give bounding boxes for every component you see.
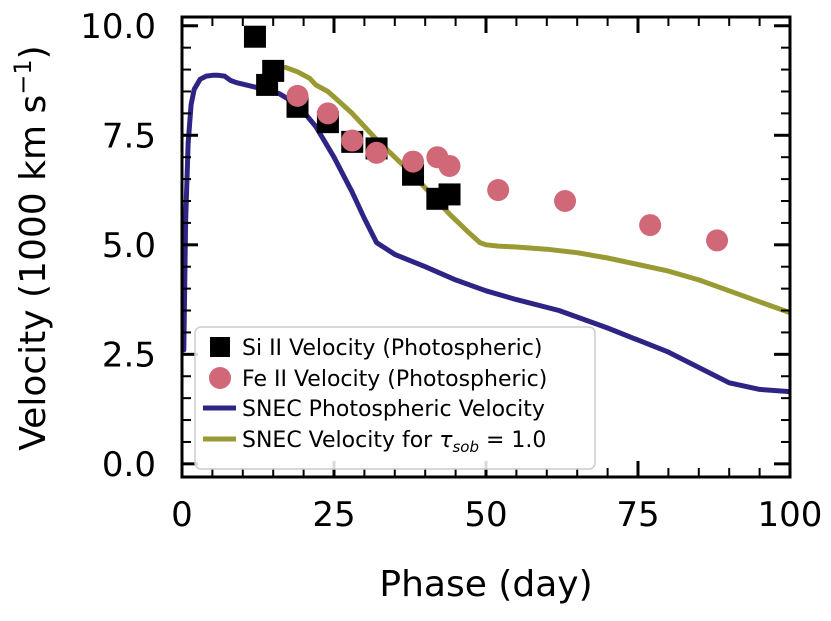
series-line-0 <box>182 72 790 395</box>
legend-fe-label: Fe II Velocity (Photospheric) <box>242 367 547 392</box>
x-tick-label: 100 <box>758 495 823 535</box>
x-axis-label: Phase (day) <box>379 564 592 605</box>
x-tick-label: 75 <box>616 495 659 535</box>
markers-layer <box>243 25 729 252</box>
fe-ii-point <box>402 150 425 173</box>
y-axis-label: Velocity (1000 km s−1) <box>9 45 54 450</box>
legend-si-marker <box>210 337 230 357</box>
fe-ii-point <box>639 214 662 237</box>
x-tick-label: 0 <box>171 495 193 535</box>
fe-ii-point <box>706 229 729 252</box>
legend-snec-phot-label: SNEC Photospheric Velocity <box>242 397 545 422</box>
x-tick-label: 50 <box>464 495 507 535</box>
legend-snec-tau-label: SNEC Velocity for τsob = 1.0 <box>242 428 546 456</box>
fe-ii-point <box>365 141 388 164</box>
tick-labels: 0 25 50 75 100 0.0 2.5 5.0 7.5 10.0 <box>80 7 822 535</box>
legend-si-label: Si II Velocity (Photospheric) <box>242 336 542 361</box>
x-tick-label: 25 <box>312 495 355 535</box>
plot-frame <box>180 15 792 479</box>
lines-layer <box>182 64 790 395</box>
si-ii-point <box>243 25 266 48</box>
legend-fe-marker <box>209 367 231 389</box>
si-ii-point <box>438 183 461 206</box>
y-tick-label: 7.5 <box>102 116 156 156</box>
series-line-1 <box>282 64 790 316</box>
fe-ii-point <box>286 84 309 107</box>
fe-ii-point <box>487 179 510 202</box>
y-tick-label: 2.5 <box>102 335 156 375</box>
y-tick-label: 0.0 <box>102 445 156 485</box>
y-axis-label-sup: −1 <box>9 59 37 94</box>
fe-ii-point <box>438 154 461 177</box>
legend-box <box>194 326 596 470</box>
y-tick-label: 5.0 <box>102 226 156 266</box>
y-tick-label: 10.0 <box>80 7 156 47</box>
fe-ii-point <box>341 129 364 152</box>
fe-ii-point <box>316 102 339 125</box>
legend: Si II Velocity (Photospheric) Fe II Velo… <box>194 326 596 470</box>
fe-ii-point <box>554 190 577 212</box>
si-ii-point <box>262 59 285 82</box>
